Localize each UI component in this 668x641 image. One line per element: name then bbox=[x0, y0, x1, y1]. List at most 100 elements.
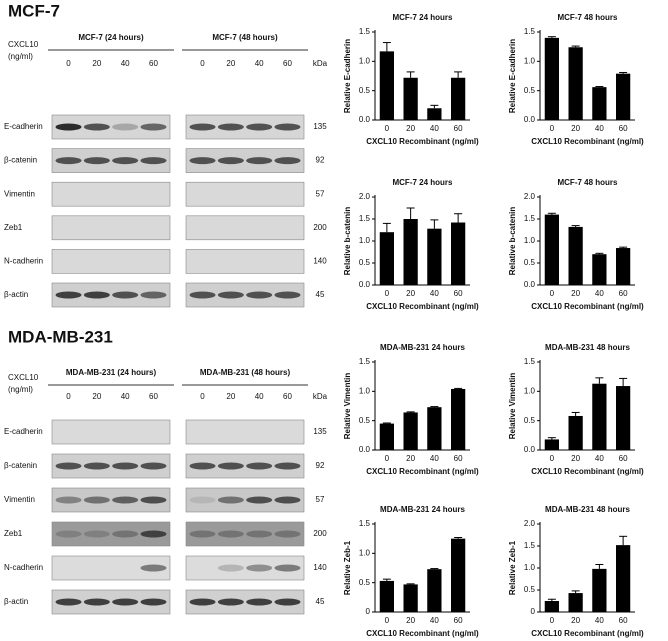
protein-label: N-cadherin bbox=[4, 257, 43, 266]
y-tick-label: 0.0 bbox=[524, 280, 536, 289]
dose-label: 0 bbox=[200, 392, 205, 401]
dose-label: 20 bbox=[92, 392, 101, 401]
blot-band bbox=[189, 157, 216, 165]
y-tick-label: 0.0 bbox=[524, 445, 536, 454]
bar bbox=[403, 219, 418, 285]
blot-band bbox=[217, 123, 244, 131]
blot-title: MCF-7 (24 hours) bbox=[78, 33, 144, 42]
chart-title: MCF-7 24 hours bbox=[392, 178, 453, 187]
kda-value: 140 bbox=[313, 257, 327, 266]
y-axis-label: Relative Vimentin bbox=[343, 373, 352, 440]
blot-band bbox=[140, 564, 167, 572]
blot-band bbox=[217, 564, 244, 572]
error-bar bbox=[619, 71, 628, 74]
error-bar bbox=[406, 71, 415, 78]
protein-label: Vimentin bbox=[4, 189, 35, 198]
protein-label: Zeb1 bbox=[4, 529, 23, 538]
error-bar bbox=[454, 387, 463, 389]
protein-label: Vimentin bbox=[4, 495, 35, 504]
bar bbox=[451, 538, 466, 612]
error-bar bbox=[571, 225, 580, 227]
x-tick-label: 40 bbox=[430, 454, 439, 463]
blot-band bbox=[246, 530, 273, 538]
y-tick-label: 0.5 bbox=[524, 86, 536, 95]
blot-band bbox=[55, 462, 82, 470]
y-tick-label: 0.5 bbox=[524, 258, 536, 267]
blot-band bbox=[246, 291, 273, 299]
dose-label: 40 bbox=[255, 59, 264, 68]
y-tick-label: 1.5 bbox=[359, 27, 371, 36]
x-tick-label: 20 bbox=[571, 289, 580, 298]
x-axis-label: CXCL10 Recombinant (ng/ml) bbox=[366, 302, 479, 311]
error-bar bbox=[382, 222, 391, 233]
blot-band bbox=[83, 157, 110, 165]
error-bar bbox=[571, 411, 580, 416]
bar bbox=[616, 386, 631, 450]
blot-band bbox=[189, 598, 216, 606]
dose-label: 0 bbox=[200, 59, 205, 68]
bar bbox=[451, 388, 466, 450]
blot-band bbox=[274, 462, 301, 470]
x-axis-label: CXCL10 Recombinant (ng/ml) bbox=[366, 629, 479, 638]
y-tick-label: 1.5 bbox=[524, 541, 536, 550]
x-tick-label: 60 bbox=[619, 454, 628, 463]
y-axis-label: Relative Vimentin bbox=[508, 373, 517, 440]
x-axis-label: CXCL10 Recombinant (ng/ml) bbox=[531, 467, 644, 476]
x-axis-label: CXCL10 Recombinant (ng/ml) bbox=[531, 137, 644, 146]
blot-band bbox=[274, 530, 301, 538]
chart-title: MDA-MB-231 24 hours bbox=[380, 343, 465, 352]
chart-title: MDA-MB-231 48 hours bbox=[545, 505, 630, 514]
bar bbox=[616, 73, 631, 120]
x-tick-label: 60 bbox=[619, 124, 628, 133]
blot-band bbox=[112, 462, 139, 470]
dose-label: 40 bbox=[255, 392, 264, 401]
section-title: MDA-MB-231 bbox=[8, 327, 113, 346]
y-tick-label: 0.0 bbox=[359, 115, 371, 124]
x-tick-label: 0 bbox=[550, 454, 555, 463]
blot-band bbox=[217, 496, 244, 504]
error-bar bbox=[547, 437, 556, 440]
dose-label: 40 bbox=[121, 392, 130, 401]
y-tick-label: 0.5 bbox=[524, 416, 536, 425]
blot-band bbox=[189, 496, 216, 504]
x-axis-label: CXCL10 Recombinant (ng/ml) bbox=[531, 629, 644, 638]
x-tick-label: 60 bbox=[619, 616, 628, 625]
blot-band bbox=[140, 598, 167, 606]
bar bbox=[592, 568, 607, 612]
x-tick-label: 20 bbox=[571, 454, 580, 463]
blot-band bbox=[55, 496, 82, 504]
y-tick-label: 1.5 bbox=[359, 214, 371, 223]
kda-label: kDa bbox=[313, 392, 328, 401]
x-tick-label: 20 bbox=[406, 616, 415, 625]
protein-label: β-catenin bbox=[4, 461, 37, 470]
y-tick-label: 2.0 bbox=[524, 192, 536, 201]
error-bar bbox=[454, 536, 463, 539]
bar bbox=[592, 254, 607, 285]
dose-label: 0 bbox=[66, 392, 71, 401]
protein-label: E-cadherin bbox=[4, 427, 43, 436]
blot-band bbox=[83, 496, 110, 504]
error-bar bbox=[571, 590, 580, 594]
y-tick-label: 0.5 bbox=[359, 86, 371, 95]
x-tick-label: 40 bbox=[595, 454, 604, 463]
bar bbox=[544, 601, 559, 612]
blot-band bbox=[140, 157, 167, 165]
blot-band bbox=[274, 598, 301, 606]
blot-band bbox=[274, 564, 301, 572]
x-tick-label: 20 bbox=[406, 454, 415, 463]
blot-band bbox=[217, 530, 244, 538]
bar bbox=[379, 51, 394, 120]
blot-band bbox=[189, 530, 216, 538]
bar bbox=[592, 383, 607, 450]
kda-value: 57 bbox=[316, 189, 325, 198]
x-tick-label: 40 bbox=[430, 616, 439, 625]
y-tick-label: 1.0 bbox=[524, 563, 536, 572]
error-bar bbox=[595, 377, 604, 384]
protein-label: β-actin bbox=[4, 597, 28, 606]
blot-band bbox=[112, 598, 139, 606]
kda-value: 92 bbox=[316, 156, 325, 165]
error-bar bbox=[547, 598, 556, 601]
y-tick-label: 1.0 bbox=[359, 236, 371, 245]
error-bar bbox=[430, 104, 439, 109]
